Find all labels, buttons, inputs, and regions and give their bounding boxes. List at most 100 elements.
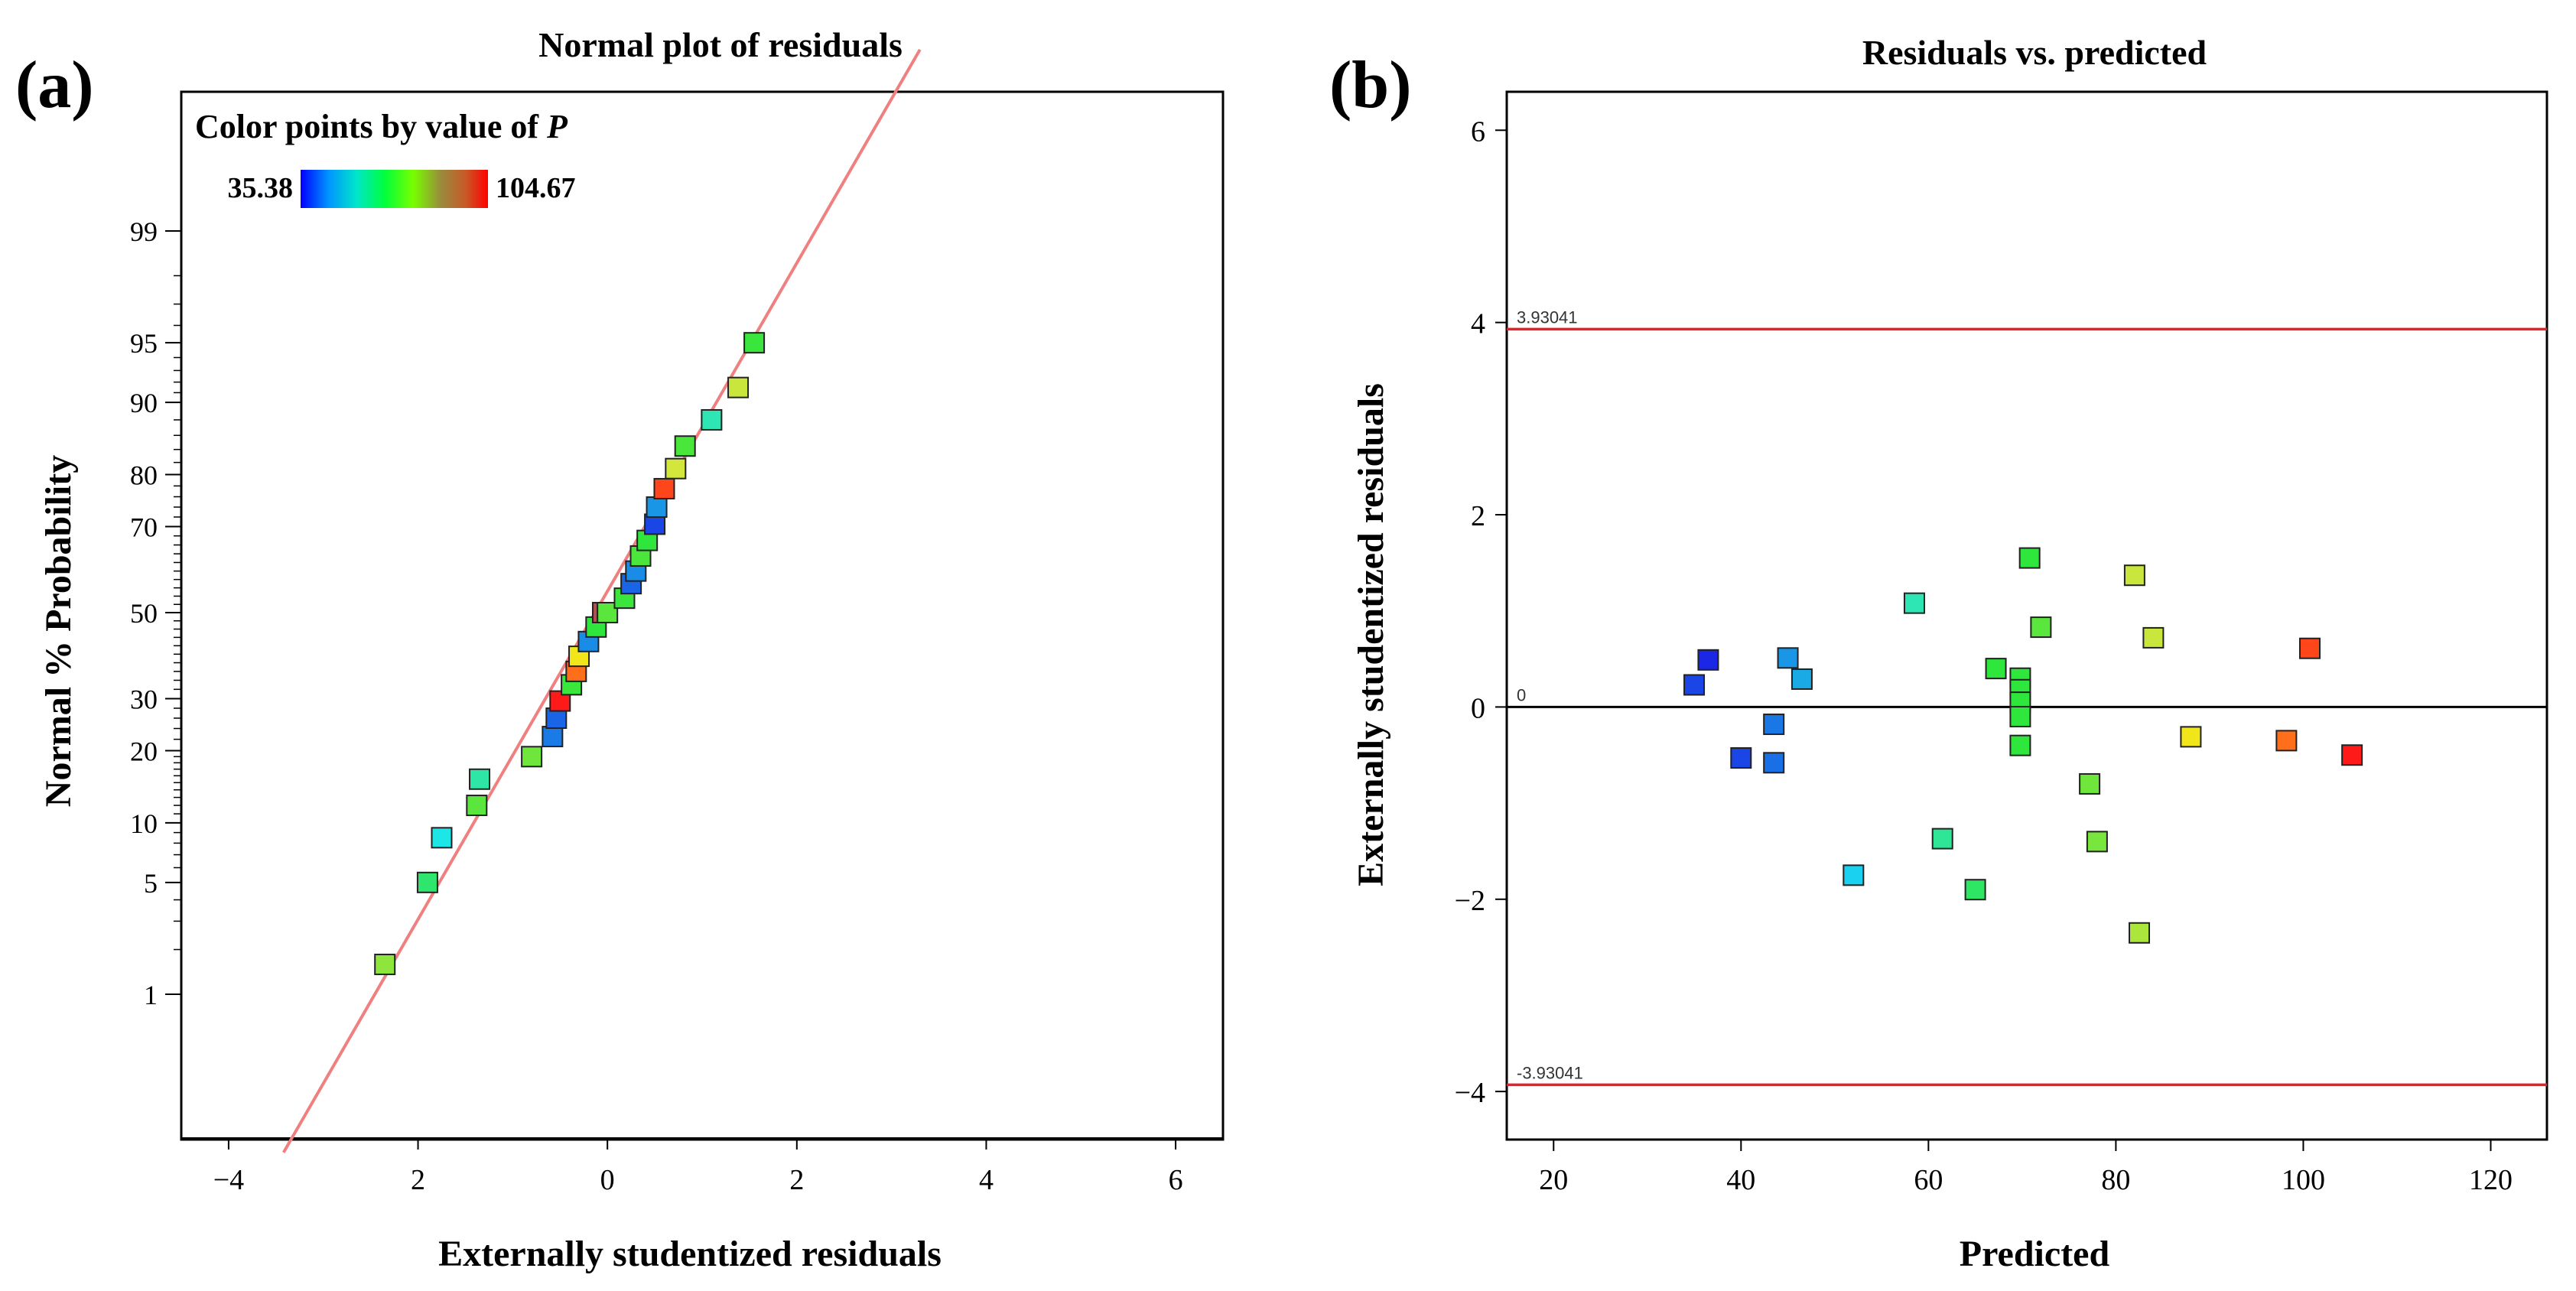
- panel-b-x-tick-label: 100: [2282, 1164, 2325, 1196]
- panel-a-data-point: [646, 496, 668, 519]
- panel-a-y-tick-label: 20: [130, 737, 158, 767]
- panel-b-y-tick-label: 0: [1471, 692, 1485, 724]
- panel-b-title: Residuals vs. predicted: [1862, 33, 2207, 72]
- panel-b-x-tick-label: 40: [1726, 1164, 1755, 1196]
- panel-b-data-point: [1697, 649, 1719, 671]
- panel-a-data-point: [521, 746, 543, 768]
- panel-a-data-point: [542, 726, 564, 748]
- panel-b-data-point: [1843, 864, 1865, 886]
- panel-a-title: Normal plot of residuals: [538, 25, 903, 64]
- panel-b-data-point: [2086, 831, 2108, 853]
- panel-b-x-tick-label: 80: [2101, 1164, 2130, 1196]
- panel-a-y-tick-label: 80: [130, 460, 158, 490]
- panel-b-data-point: [1964, 879, 1986, 901]
- panel-a-data-point: [701, 408, 723, 431]
- panel-a-data-point: [374, 953, 396, 975]
- panel-b-data-point: [2123, 564, 2145, 587]
- panel-a-data-point: [674, 435, 696, 457]
- panel-b-reference-line-label: 0: [1517, 685, 1526, 704]
- legend-min-label: 35.38: [228, 172, 294, 204]
- panel-a-y-tick-label: 90: [130, 388, 158, 418]
- panel-b-label: (b): [1329, 48, 1412, 122]
- panel-b-data-point: [1791, 668, 1813, 690]
- panel-b-reference-line-label: -3.93041: [1517, 1063, 1583, 1082]
- panel-b-reference-line-label: 3.93041: [1517, 307, 1578, 327]
- panel-b-data-point: [2009, 734, 2031, 756]
- panel-b-data-point: [1683, 674, 1706, 696]
- panel-b-data-point: [2180, 726, 2202, 748]
- panel-a-y-tick-label: 5: [144, 868, 158, 899]
- panel-b-data-point: [1763, 714, 1785, 736]
- panel-b-data-point: [2299, 637, 2321, 659]
- panel-b-data-point: [1763, 752, 1785, 774]
- panel-b-data-point: [2275, 730, 2298, 752]
- panel-b-data-point: [2030, 616, 2052, 639]
- panel-b-x-axis-title: Predicted: [1960, 1234, 2110, 1274]
- panel-b-data-point: [1903, 592, 1925, 614]
- legend-max-label: 104.67: [496, 172, 576, 204]
- panel-b-data-point: [1730, 747, 1752, 769]
- panel-b-data-point: [1985, 658, 2007, 680]
- panel-a-reference-line: [281, 48, 922, 1153]
- panel-a-data-point: [665, 457, 687, 480]
- panel-a-y-tick-label: 1: [144, 980, 158, 1010]
- panel-a-data-point: [431, 827, 453, 849]
- panel-a-y-axis-title: Normal % Probability: [38, 455, 79, 807]
- panel-a-plot-frame: [180, 90, 1225, 1141]
- panel-a: (a) Normal plot of residuals −4 2 0 2 4 6 151…: [15, 25, 1225, 1274]
- panel-b-data-point: [1931, 828, 1953, 850]
- panel-a-data-point: [653, 477, 675, 499]
- panel-b-x-tick-label: 120: [2469, 1164, 2513, 1196]
- panel-b-x-tick-label: 20: [1539, 1164, 1568, 1196]
- panel-b: (b) Residuals vs. predicted 3.93041 0 -3.9…: [1329, 33, 2548, 1274]
- panel-a-reference-line-group: [281, 48, 922, 1153]
- panel-a-x-axis-title: Externally studentized residuals: [438, 1234, 942, 1274]
- panel-b-y-ticks: −4 −2 0 2 4 6: [1455, 115, 1507, 1109]
- panel-b-y-tick-label: −2: [1455, 885, 1485, 917]
- panel-a-data-point: [466, 795, 488, 817]
- panel-a-label: (a): [15, 48, 94, 122]
- panel-a-x-tick-label: 0: [600, 1164, 615, 1196]
- panel-a-points: [374, 332, 766, 975]
- panel-a-x-tick-label: 4: [979, 1164, 994, 1196]
- panel-b-points: [1683, 547, 2363, 944]
- legend-title-prefix: Color points by value of: [195, 108, 539, 145]
- panel-a-y-tick-label: 99: [130, 216, 158, 247]
- panel-a-data-point: [469, 768, 491, 790]
- panel-b-data-point: [1777, 647, 1799, 669]
- panel-a-data-point: [727, 376, 750, 398]
- legend-title: Color points by value of P: [195, 108, 568, 145]
- panel-b-y-axis-title: Externally studentized residuals: [1351, 383, 1391, 886]
- panel-a-y-tick-label: 70: [130, 512, 158, 543]
- panel-b-y-tick-label: −4: [1455, 1077, 1485, 1109]
- panel-a-data-point: [743, 332, 766, 354]
- panel-b-y-tick-label: 6: [1471, 115, 1485, 148]
- panel-b-y-tick-label: 4: [1471, 308, 1485, 340]
- panel-a-color-legend: Color points by value of P 35.38 104.67: [195, 108, 576, 208]
- panel-b-x-ticks: 20 40 60 80 100 120: [1539, 1140, 2513, 1196]
- panel-a-data-point: [549, 690, 571, 712]
- panel-a-x-tick-label: 6: [1169, 1164, 1183, 1196]
- panel-a-x-tick-label: 2: [789, 1164, 804, 1196]
- panel-a-y-tick-label: 95: [130, 328, 158, 359]
- panel-b-data-point: [2018, 547, 2041, 569]
- panel-b-plot-frame: [1505, 90, 2548, 1141]
- panel-b-data-point: [2079, 772, 2101, 795]
- panel-b-y-tick-label: 2: [1471, 500, 1485, 532]
- panel-b-data-point: [2341, 744, 2363, 766]
- panel-a-x-tick-label: −4: [213, 1164, 244, 1196]
- panel-a-y-tick-label: 30: [130, 684, 158, 714]
- legend-variable: P: [546, 108, 568, 145]
- panel-a-y-ticks: 1 5 10 20 30 50 70 80 90 95 99: [130, 216, 181, 1010]
- panel-a-y-tick-label: 50: [130, 598, 158, 629]
- panel-a-data-point: [416, 871, 438, 893]
- panel-a-x-ticks: −4 2 0 2 4 6: [213, 1138, 1183, 1196]
- panel-b-data-point: [2129, 922, 2151, 944]
- panel-b-data-point: [2142, 626, 2165, 649]
- panel-a-y-tick-label: 10: [130, 808, 158, 839]
- panel-a-x-tick-label: 2: [411, 1164, 425, 1196]
- panel-b-x-tick-label: 60: [1914, 1164, 1943, 1196]
- legend-color-bar: [301, 170, 488, 208]
- panel-b-data-point: [2009, 705, 2031, 727]
